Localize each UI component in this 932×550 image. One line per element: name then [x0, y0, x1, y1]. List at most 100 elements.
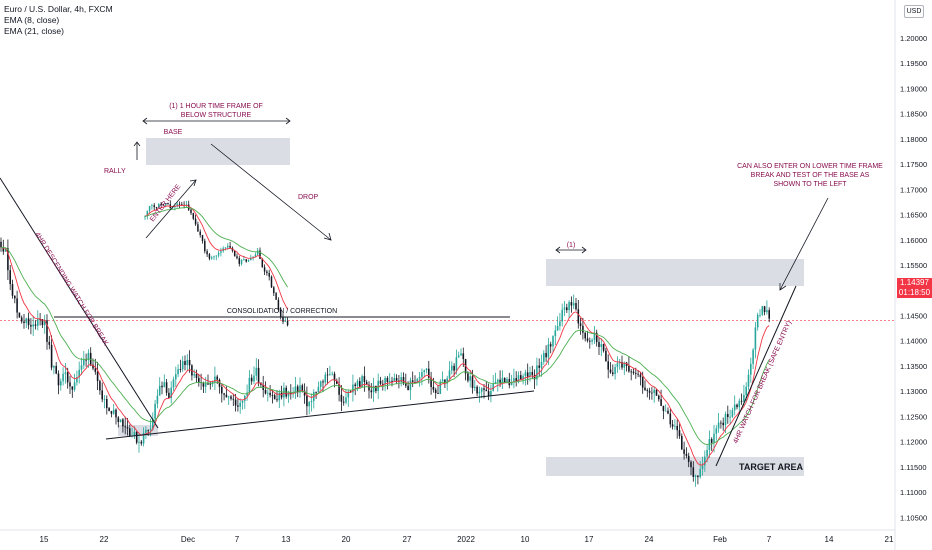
- main-candle: [138, 441, 140, 443]
- base-label: BASE: [164, 129, 183, 136]
- main-candle: [216, 376, 218, 380]
- main-candle: [471, 376, 474, 388]
- inset-candle: [176, 203, 178, 207]
- inset-candle: [181, 204, 183, 206]
- main-candle: [163, 382, 166, 388]
- demand-zone: [118, 425, 158, 436]
- main-candle: [204, 383, 207, 387]
- main-candle: [379, 380, 382, 384]
- main-candle: [674, 425, 676, 427]
- inset-candle: [160, 203, 162, 205]
- inset-candle: [190, 209, 192, 214]
- main-candle: [152, 418, 154, 429]
- main-candle: [354, 384, 356, 386]
- main-candle: [326, 374, 329, 376]
- main-candle: [483, 388, 485, 390]
- main-candle: [43, 320, 46, 326]
- main-candle: [478, 391, 481, 394]
- bar-countdown: 01:18:50: [898, 288, 931, 297]
- main-candle: [600, 344, 603, 347]
- main-candle: [145, 429, 147, 433]
- legend-symbol[interactable]: Euro / U.S. Dollar, 4h, FXCM: [4, 4, 113, 14]
- main-candle: [559, 321, 561, 327]
- main-candle: [524, 372, 527, 377]
- x-tick-label: Dec: [181, 535, 195, 544]
- main-candle: [287, 392, 290, 397]
- main-candle: [536, 365, 538, 380]
- y-tick-label: 1.16000: [900, 236, 927, 245]
- main-candle: [722, 422, 724, 426]
- legend-ema21[interactable]: EMA (21, close): [4, 26, 64, 36]
- main-candle: [299, 385, 301, 393]
- main-candle: [630, 371, 632, 373]
- main-candle: [257, 367, 260, 383]
- legend-ema8[interactable]: EMA (8, close): [4, 15, 60, 25]
- main-candle: [154, 403, 156, 419]
- main-candle: [713, 433, 715, 443]
- y-tick-label: 1.10500: [900, 513, 927, 522]
- main-candle: [609, 369, 612, 373]
- x-tick-label: 13: [282, 535, 291, 544]
- main-candle: [687, 455, 690, 462]
- main-candle: [639, 374, 642, 378]
- main-candle: [186, 359, 189, 365]
- inset-ema8-line: [144, 204, 289, 310]
- main-candle: [561, 309, 563, 322]
- main-candle: [628, 365, 630, 372]
- main-candle: [763, 306, 766, 313]
- main-candle: [400, 377, 402, 382]
- main-candle: [635, 372, 637, 374]
- main-candle: [55, 365, 57, 374]
- main-candle: [317, 386, 320, 393]
- main-candle: [108, 407, 110, 412]
- main-candle: [161, 385, 163, 388]
- inset-candle: [256, 250, 259, 255]
- x-tick-label: Feb: [713, 535, 727, 544]
- inset-candle: [233, 250, 236, 257]
- inset-candle: [220, 251, 222, 253]
- descending-trendline: [0, 177, 159, 429]
- main-candle: [750, 363, 752, 375]
- main-candle: [391, 380, 393, 382]
- main-candle: [487, 391, 490, 396]
- main-candle: [538, 365, 540, 368]
- inset-candle: [236, 256, 238, 259]
- main-candle: [556, 326, 559, 331]
- main-candle: [552, 335, 554, 347]
- main-candle: [39, 319, 41, 320]
- main-candle: [209, 383, 212, 385]
- main-candle: [352, 384, 354, 393]
- target-label: TARGET AREA: [739, 462, 803, 472]
- main-candle: [747, 374, 750, 387]
- inset-candle: [268, 273, 270, 277]
- main-candle: [526, 372, 529, 377]
- main-candle: [214, 376, 216, 383]
- main-candle: [195, 373, 198, 378]
- main-candle: [476, 386, 478, 394]
- inset-candle: [245, 259, 247, 262]
- consolidation-bottom-line: [105, 390, 535, 440]
- main-candle: [388, 380, 391, 383]
- main-candle: [738, 400, 741, 408]
- main-candle: [579, 323, 582, 326]
- last-price-value: 1.14397: [900, 278, 929, 287]
- main-candle: [126, 427, 129, 429]
- main-candle: [467, 373, 469, 381]
- main-candle: [156, 395, 159, 404]
- main-candle: [147, 429, 149, 431]
- main-candle: [706, 449, 708, 457]
- main-candle: [405, 383, 407, 386]
- main-candle: [250, 377, 253, 382]
- inset-candle: [144, 216, 146, 218]
- main-candle: [244, 395, 246, 401]
- currency-button[interactable]: USD: [904, 5, 924, 18]
- main-candle: [593, 332, 596, 340]
- main-candle: [122, 419, 124, 427]
- main-candle: [411, 380, 414, 382]
- main-candle: [283, 387, 285, 398]
- main-candle: [223, 393, 225, 395]
- y-tick-label: 1.12000: [900, 438, 927, 447]
- main-candle: [267, 392, 269, 394]
- main-candle: [384, 377, 386, 385]
